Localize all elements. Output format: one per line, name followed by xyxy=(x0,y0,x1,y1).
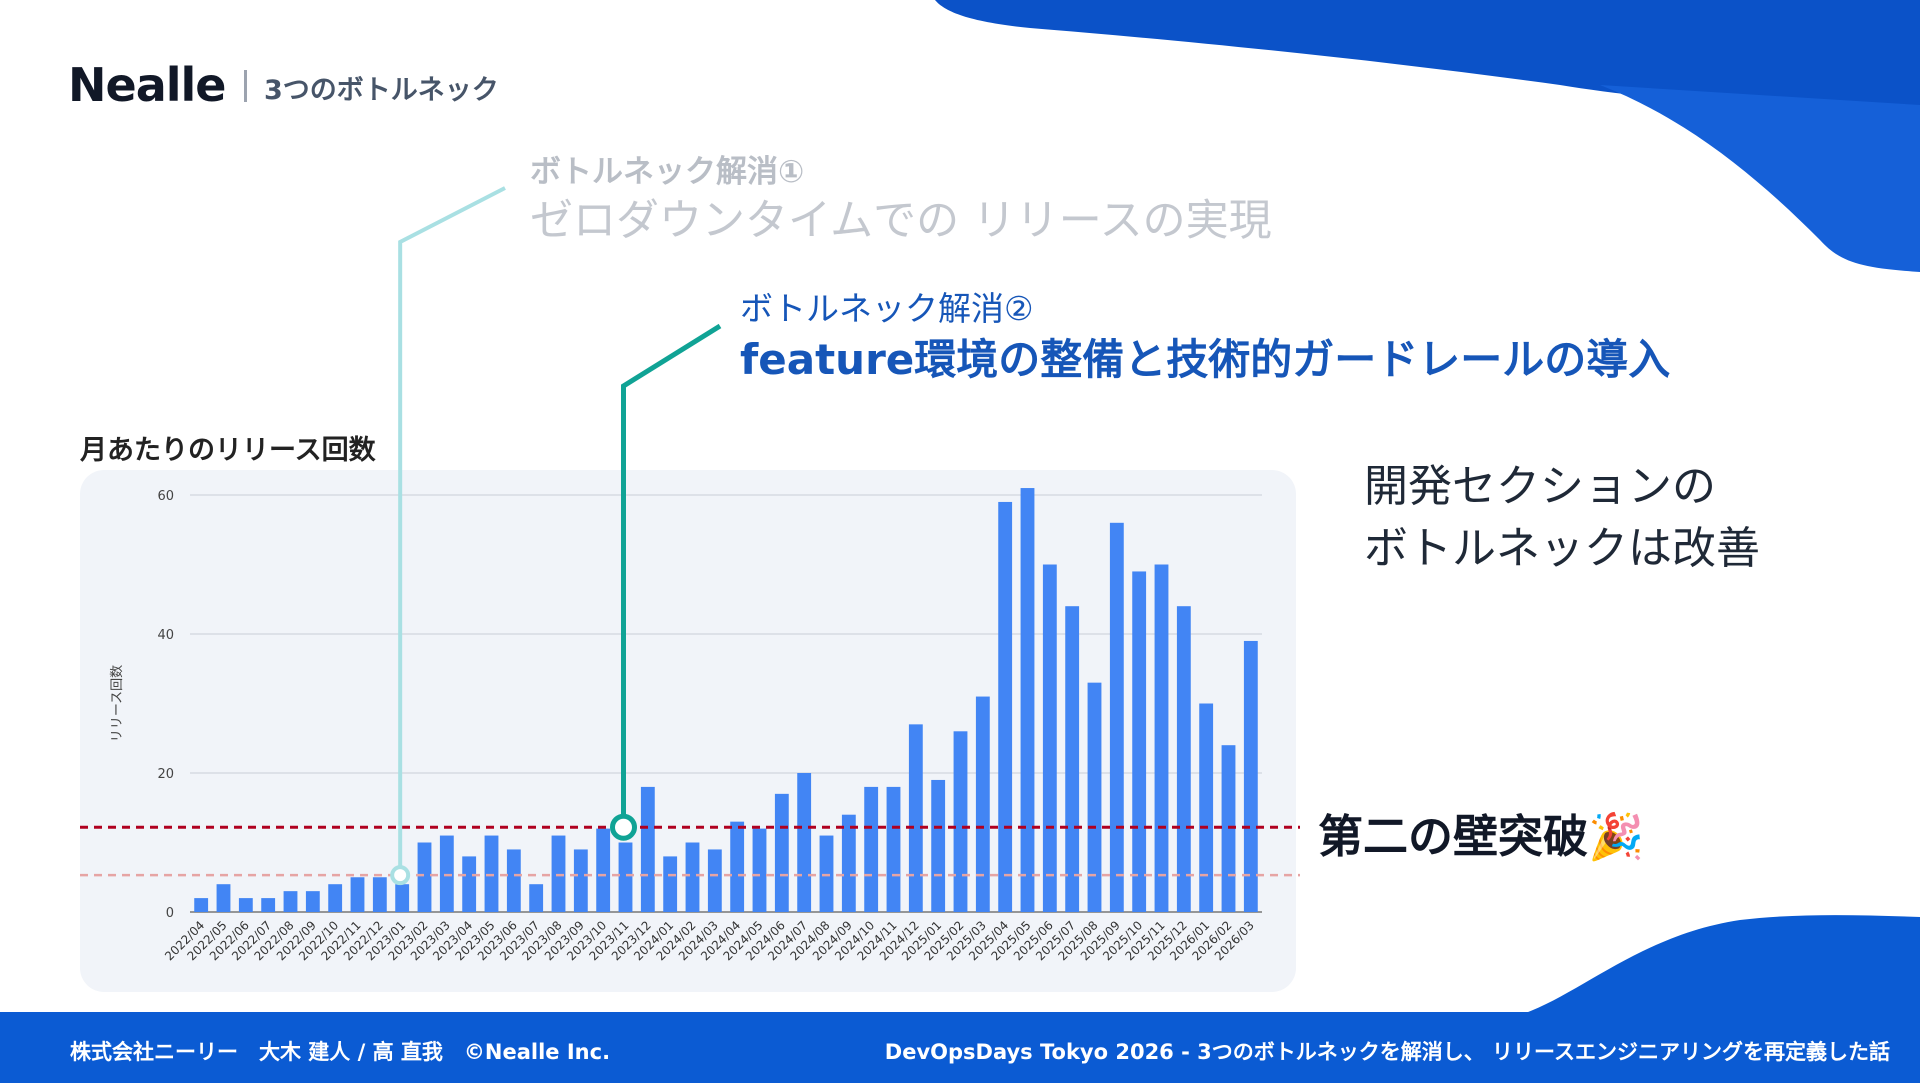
bar xyxy=(1199,703,1214,912)
bottleneck2-connector xyxy=(621,323,722,828)
bottleneck1-connector xyxy=(398,186,506,876)
footer-credits: 株式会社ニーリー 大木 建人 / 高 直我 ©Nealle Inc. xyxy=(70,1040,611,1064)
bar xyxy=(685,842,700,912)
bar xyxy=(551,835,566,912)
bar xyxy=(1154,564,1169,912)
bar xyxy=(283,891,298,912)
bar xyxy=(1020,488,1035,912)
footer-decoration xyxy=(1520,915,1920,1015)
bar xyxy=(774,793,789,912)
bar xyxy=(439,835,454,912)
y-axis-label: リリース回数 xyxy=(110,665,125,742)
bar xyxy=(663,856,678,912)
bar xyxy=(931,779,946,912)
bar xyxy=(372,877,387,912)
bar xyxy=(819,835,834,912)
bar xyxy=(395,884,410,912)
y-tick-label: 0 xyxy=(166,906,174,921)
bar xyxy=(216,884,231,912)
bar xyxy=(797,773,812,912)
bar xyxy=(529,884,544,912)
y-tick-label: 60 xyxy=(157,489,174,504)
bar xyxy=(707,849,722,912)
improvement-text-line2: ボトルネックは改善 xyxy=(1364,523,1760,574)
bar xyxy=(618,842,633,912)
bar xyxy=(305,891,320,912)
header-decoration xyxy=(935,0,1920,272)
bottleneck2-marker xyxy=(610,813,637,841)
bar xyxy=(1109,522,1124,912)
breakthrough-text: 第二の壁突破🎉 xyxy=(1318,810,1645,863)
chart-title: 月あたりのリリース回数 xyxy=(80,435,376,466)
section-title: 3つのボトルネック xyxy=(264,75,499,106)
bar xyxy=(573,849,588,912)
bar xyxy=(462,856,477,912)
bar xyxy=(886,786,901,912)
bar xyxy=(506,849,521,912)
footer-bar xyxy=(0,1012,1920,1083)
bottleneck1-title: ゼロダウンタイムでの リリースの実現 xyxy=(530,196,1272,246)
bar xyxy=(730,821,745,912)
bar xyxy=(484,835,499,912)
bar xyxy=(1042,564,1057,912)
bar xyxy=(238,898,253,912)
bar xyxy=(328,884,343,912)
bar xyxy=(261,898,276,912)
bar xyxy=(1243,640,1258,912)
bar xyxy=(975,696,990,912)
bottleneck2-label: ボトルネック解消② xyxy=(740,289,1034,328)
bottleneck2-title: feature環境の整備と技術的ガードレールの導入 xyxy=(740,335,1671,384)
improvement-text-line1: 開発セクションの xyxy=(1364,461,1716,512)
bar xyxy=(417,842,432,912)
bottleneck1-label: ボトルネック解消① xyxy=(530,154,805,190)
bar xyxy=(841,814,856,912)
bar xyxy=(864,786,879,912)
bar xyxy=(1132,571,1147,912)
bar xyxy=(752,828,767,912)
header-divider xyxy=(244,70,247,102)
footer-event-title: DevOpsDays Tokyo 2026 - 3つのボトルネックを解消し、 リ… xyxy=(884,1040,1890,1064)
bar xyxy=(908,724,923,912)
bar xyxy=(596,828,611,912)
bar xyxy=(1065,606,1080,912)
bar xyxy=(953,731,968,912)
y-tick-label: 40 xyxy=(157,628,174,643)
bar xyxy=(1087,682,1102,912)
bar xyxy=(350,877,365,912)
y-tick-label: 20 xyxy=(157,767,174,782)
brand-logo: Nealle xyxy=(68,58,226,112)
bar xyxy=(194,898,209,912)
bar xyxy=(998,501,1013,912)
bar xyxy=(640,786,655,912)
bottleneck1-marker xyxy=(390,865,411,886)
bar xyxy=(1176,606,1191,912)
